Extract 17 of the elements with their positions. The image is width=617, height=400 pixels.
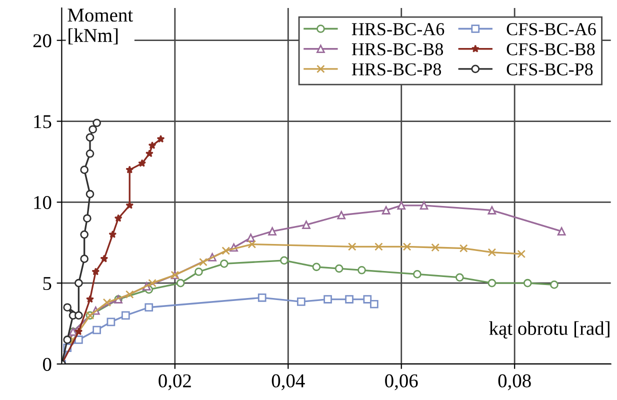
legend-label: HRS-BC-P8 xyxy=(352,63,442,76)
legend-label: CFS-BC-A6 xyxy=(506,23,596,36)
x-axis-title: kąt obrotu [rad] xyxy=(489,321,610,339)
x-tick-label: 0,02 xyxy=(158,374,191,390)
legend-label: HRS-BC-A6 xyxy=(352,23,444,36)
y-tick-label: 0 xyxy=(42,358,52,371)
legend-label: CFS-BC-P8 xyxy=(506,63,593,76)
x-tick-label: 0,08 xyxy=(498,374,531,390)
x-tick-label: 0,04 xyxy=(272,374,305,390)
x-tick-label: 0,06 xyxy=(385,374,418,390)
y-axis-title: Moment [kNm] xyxy=(68,8,133,44)
y-tick-label: 5 xyxy=(43,277,52,290)
legend-label: CFS-BC-B8 xyxy=(506,43,595,56)
legend-label: HRS-BC-B8 xyxy=(352,43,444,56)
y-tick-label: 15 xyxy=(34,115,52,128)
y-tick-label: 20 xyxy=(33,34,52,48)
y-tick-label: 10 xyxy=(34,196,52,210)
